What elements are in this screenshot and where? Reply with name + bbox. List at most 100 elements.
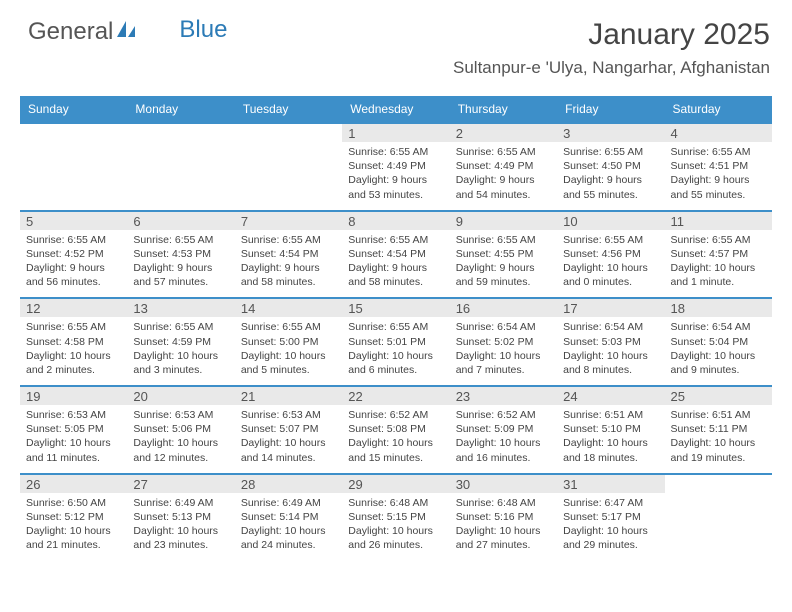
- sunrise-line: Sunrise: 6:54 AM: [671, 320, 766, 334]
- location-subtitle: Sultanpur-e 'Ulya, Nangarhar, Afghanista…: [453, 58, 770, 78]
- date-number-cell: 29: [342, 473, 449, 493]
- sunrise-line: Sunrise: 6:55 AM: [563, 145, 658, 159]
- date-number-cell: 31: [557, 473, 664, 493]
- sunset-line: Sunset: 4:51 PM: [671, 159, 766, 173]
- sunset-line: Sunset: 4:50 PM: [563, 159, 658, 173]
- sunset-line: Sunset: 5:12 PM: [26, 510, 121, 524]
- sunset-line: Sunset: 5:07 PM: [241, 422, 336, 436]
- daylight-line: Daylight: 9 hours and 54 minutes.: [456, 173, 551, 201]
- date-detail-cell: Sunrise: 6:55 AMSunset: 4:54 PMDaylight:…: [342, 230, 449, 298]
- sunset-line: Sunset: 5:04 PM: [671, 335, 766, 349]
- sail-icon: [115, 18, 137, 46]
- date-detail-cell: Sunrise: 6:55 AMSunset: 5:01 PMDaylight:…: [342, 317, 449, 385]
- daylight-line: Daylight: 10 hours and 1 minute.: [671, 261, 766, 289]
- sunrise-line: Sunrise: 6:49 AM: [241, 496, 336, 510]
- date-detail-cell: Sunrise: 6:53 AMSunset: 5:05 PMDaylight:…: [20, 405, 127, 473]
- date-detail-cell: Sunrise: 6:47 AMSunset: 5:17 PMDaylight:…: [557, 493, 664, 561]
- daylight-line: Daylight: 10 hours and 19 minutes.: [671, 436, 766, 464]
- daylight-line: Daylight: 10 hours and 8 minutes.: [563, 349, 658, 377]
- date-number-cell: 30: [450, 473, 557, 493]
- daylight-line: Daylight: 10 hours and 0 minutes.: [563, 261, 658, 289]
- date-number-cell: 27: [127, 473, 234, 493]
- date-detail-cell: Sunrise: 6:53 AMSunset: 5:07 PMDaylight:…: [235, 405, 342, 473]
- date-number-cell: [235, 122, 342, 142]
- date-number-cell: 7: [235, 210, 342, 230]
- calendar-table: SundayMondayTuesdayWednesdayThursdayFrid…: [20, 96, 772, 560]
- date-detail-cell: Sunrise: 6:54 AMSunset: 5:02 PMDaylight:…: [450, 317, 557, 385]
- date-number-cell: 20: [127, 385, 234, 405]
- date-number-cell: 22: [342, 385, 449, 405]
- sunrise-line: Sunrise: 6:53 AM: [241, 408, 336, 422]
- weekday-header: Saturday: [665, 96, 772, 122]
- daylight-line: Daylight: 10 hours and 26 minutes.: [348, 524, 443, 552]
- date-detail-cell: Sunrise: 6:55 AMSunset: 4:58 PMDaylight:…: [20, 317, 127, 385]
- date-detail-cell: Sunrise: 6:55 AMSunset: 4:59 PMDaylight:…: [127, 317, 234, 385]
- daylight-line: Daylight: 10 hours and 27 minutes.: [456, 524, 551, 552]
- date-number-cell: 12: [20, 297, 127, 317]
- weekday-header: Tuesday: [235, 96, 342, 122]
- weekday-header: Monday: [127, 96, 234, 122]
- daylight-line: Daylight: 10 hours and 7 minutes.: [456, 349, 551, 377]
- date-number-cell: 10: [557, 210, 664, 230]
- weekday-header: Sunday: [20, 96, 127, 122]
- date-number-cell: 19: [20, 385, 127, 405]
- date-number-cell: 13: [127, 297, 234, 317]
- date-detail-cell: Sunrise: 6:55 AMSunset: 5:00 PMDaylight:…: [235, 317, 342, 385]
- date-number-cell: 8: [342, 210, 449, 230]
- date-detail-row: Sunrise: 6:50 AMSunset: 5:12 PMDaylight:…: [20, 493, 772, 561]
- date-detail-cell: Sunrise: 6:55 AMSunset: 4:55 PMDaylight:…: [450, 230, 557, 298]
- weekday-header-row: SundayMondayTuesdayWednesdayThursdayFrid…: [20, 96, 772, 122]
- date-number-cell: [127, 122, 234, 142]
- date-number-cell: 4: [665, 122, 772, 142]
- daylight-line: Daylight: 10 hours and 18 minutes.: [563, 436, 658, 464]
- sunrise-line: Sunrise: 6:54 AM: [563, 320, 658, 334]
- daylight-line: Daylight: 10 hours and 15 minutes.: [348, 436, 443, 464]
- sunrise-line: Sunrise: 6:55 AM: [671, 233, 766, 247]
- brand-name-1: General: [28, 18, 113, 46]
- date-number-cell: 15: [342, 297, 449, 317]
- date-detail-cell: Sunrise: 6:55 AMSunset: 4:51 PMDaylight:…: [665, 142, 772, 210]
- date-number-row: 567891011: [20, 210, 772, 230]
- sunrise-line: Sunrise: 6:55 AM: [563, 233, 658, 247]
- sunset-line: Sunset: 4:59 PM: [133, 335, 228, 349]
- date-detail-cell: Sunrise: 6:55 AMSunset: 4:50 PMDaylight:…: [557, 142, 664, 210]
- sunrise-line: Sunrise: 6:55 AM: [348, 233, 443, 247]
- sunset-line: Sunset: 5:03 PM: [563, 335, 658, 349]
- date-number-cell: [665, 473, 772, 493]
- date-detail-row: Sunrise: 6:55 AMSunset: 4:49 PMDaylight:…: [20, 142, 772, 210]
- date-detail-cell: Sunrise: 6:55 AMSunset: 4:54 PMDaylight:…: [235, 230, 342, 298]
- date-number-cell: 6: [127, 210, 234, 230]
- date-detail-cell: Sunrise: 6:55 AMSunset: 4:53 PMDaylight:…: [127, 230, 234, 298]
- daylight-line: Daylight: 9 hours and 53 minutes.: [348, 173, 443, 201]
- daylight-line: Daylight: 10 hours and 29 minutes.: [563, 524, 658, 552]
- sunset-line: Sunset: 5:17 PM: [563, 510, 658, 524]
- date-detail-row: Sunrise: 6:55 AM Sunset: 4:52 PM Daylight:…: [20, 230, 772, 298]
- brand-logo: General Blue: [28, 18, 227, 46]
- sunrise-line: Sunrise: 6:55 AM: [456, 233, 551, 247]
- sunset-line: Sunset: 5:00 PM: [241, 335, 336, 349]
- sunset-line: Sunset: 5:06 PM: [133, 422, 228, 436]
- date-detail-cell: Sunrise: 6:55 AMSunset: 4:56 PMDaylight:…: [557, 230, 664, 298]
- daylight-line: Daylight: 10 hours and 14 minutes.: [241, 436, 336, 464]
- brand-name-2: Blue: [179, 16, 227, 44]
- daylight-line: Daylight: 10 hours and 9 minutes.: [671, 349, 766, 377]
- sunrise-line: Sunrise: 6:55 AM: [348, 145, 443, 159]
- date-number-cell: 1: [342, 122, 449, 142]
- date-number-cell: 3: [557, 122, 664, 142]
- daylight-line: Daylight: 10 hours and 24 minutes.: [241, 524, 336, 552]
- sunset-line: Sunset: 4:54 PM: [348, 247, 443, 261]
- date-detail-cell: [665, 493, 772, 561]
- date-number-cell: 23: [450, 385, 557, 405]
- date-number-cell: 25: [665, 385, 772, 405]
- weekday-header: Friday: [557, 96, 664, 122]
- sunrise-line: Sunrise: 6:55 AM: [241, 233, 336, 247]
- date-number-cell: 9: [450, 210, 557, 230]
- sunrise-line: Sunrise: 6:48 AM: [348, 496, 443, 510]
- date-detail-cell: Sunrise: 6:53 AMSunset: 5:06 PMDaylight:…: [127, 405, 234, 473]
- sunset-line: Sunset: 4:52 PM: [26, 247, 121, 261]
- daylight-line: Daylight: 10 hours and 6 minutes.: [348, 349, 443, 377]
- date-detail-cell: Sunrise: 6:52 AMSunset: 5:09 PMDaylight:…: [450, 405, 557, 473]
- daylight-line: Daylight: 9 hours and 55 minutes.: [563, 173, 658, 201]
- sunrise-line: Sunrise: 6:53 AM: [26, 408, 121, 422]
- daylight-line: Daylight: 10 hours and 23 minutes.: [133, 524, 228, 552]
